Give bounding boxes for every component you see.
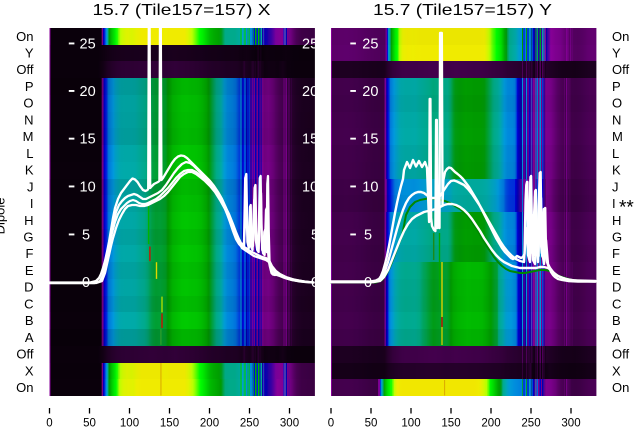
svg-text:Y: Y: [25, 46, 34, 61]
svg-text:20: 20: [80, 84, 96, 100]
svg-text:O: O: [23, 96, 33, 111]
svg-text:A: A: [612, 330, 621, 345]
svg-text:On: On: [16, 29, 33, 44]
svg-text:0: 0: [46, 418, 52, 430]
svg-text:On: On: [612, 380, 629, 395]
svg-text:Y: Y: [612, 46, 621, 61]
svg-text:10: 10: [80, 180, 96, 196]
svg-text:E: E: [25, 263, 34, 278]
svg-text:15: 15: [302, 132, 318, 148]
svg-text:H: H: [24, 213, 33, 228]
svg-text:150: 150: [160, 418, 179, 430]
svg-text:M: M: [612, 129, 623, 144]
svg-text:250: 250: [240, 418, 259, 430]
svg-text:J: J: [27, 179, 34, 194]
svg-text:0: 0: [328, 418, 334, 430]
svg-text:G: G: [612, 230, 622, 245]
svg-text:50: 50: [83, 418, 96, 430]
svg-text:300: 300: [280, 418, 299, 430]
svg-text:E: E: [612, 263, 621, 278]
svg-text:N: N: [612, 112, 621, 127]
svg-text:B: B: [612, 313, 621, 328]
svg-text:0: 0: [311, 275, 319, 291]
svg-text:5: 5: [82, 228, 90, 244]
svg-text:25: 25: [302, 37, 318, 53]
svg-text:D: D: [24, 280, 33, 295]
svg-text:100: 100: [120, 418, 139, 430]
svg-text:300: 300: [561, 418, 580, 430]
svg-text:J: J: [612, 179, 619, 194]
svg-text:15: 15: [80, 132, 96, 148]
svg-text:0: 0: [364, 275, 372, 291]
svg-text:C: C: [24, 296, 33, 311]
svg-text:Off: Off: [612, 62, 629, 77]
svg-text:5: 5: [311, 228, 319, 244]
svg-text:50: 50: [365, 418, 378, 430]
svg-text:Off: Off: [612, 347, 629, 362]
svg-text:20: 20: [302, 84, 318, 100]
svg-text:On: On: [612, 29, 629, 44]
svg-text:150: 150: [441, 418, 460, 430]
svg-text:I: I: [612, 196, 616, 211]
svg-text:N: N: [24, 112, 33, 127]
svg-text:25: 25: [80, 37, 96, 53]
svg-text:0: 0: [82, 275, 90, 291]
svg-text:L: L: [26, 146, 33, 161]
svg-text:K: K: [25, 163, 34, 178]
svg-text:M: M: [23, 129, 34, 144]
svg-text:I: I: [30, 196, 34, 211]
svg-text:10: 10: [302, 180, 318, 196]
svg-text:F: F: [612, 246, 620, 261]
svg-text:O: O: [612, 96, 622, 111]
svg-text:X: X: [612, 363, 621, 378]
svg-text:G: G: [23, 230, 33, 245]
svg-text:Off: Off: [16, 347, 33, 362]
svg-text:On: On: [16, 380, 33, 395]
svg-text:Off: Off: [16, 62, 33, 77]
svg-text:250: 250: [521, 418, 540, 430]
svg-text:15.7 (Tile157=157) X: 15.7 (Tile157=157) X: [93, 2, 271, 19]
svg-text:15: 15: [362, 132, 378, 148]
svg-text:C: C: [612, 296, 621, 311]
svg-text:Dipole: Dipole: [0, 198, 8, 235]
svg-text:10: 10: [362, 180, 378, 196]
svg-text:P: P: [25, 79, 34, 94]
svg-text:**: **: [619, 198, 634, 219]
svg-text:25: 25: [362, 37, 378, 53]
svg-text:100: 100: [401, 418, 420, 430]
svg-text:5: 5: [364, 228, 372, 244]
svg-text:F: F: [26, 246, 34, 261]
svg-text:15.7 (Tile157=157) Y: 15.7 (Tile157=157) Y: [373, 2, 552, 19]
svg-text:P: P: [612, 79, 621, 94]
svg-text:A: A: [25, 330, 34, 345]
svg-text:H: H: [612, 213, 621, 228]
svg-text:L: L: [612, 146, 619, 161]
svg-text:K: K: [612, 163, 621, 178]
svg-text:B: B: [25, 313, 34, 328]
svg-text:D: D: [612, 280, 621, 295]
svg-text:20: 20: [362, 84, 378, 100]
svg-text:200: 200: [481, 418, 500, 430]
svg-text:X: X: [25, 363, 34, 378]
svg-text:200: 200: [200, 418, 219, 430]
